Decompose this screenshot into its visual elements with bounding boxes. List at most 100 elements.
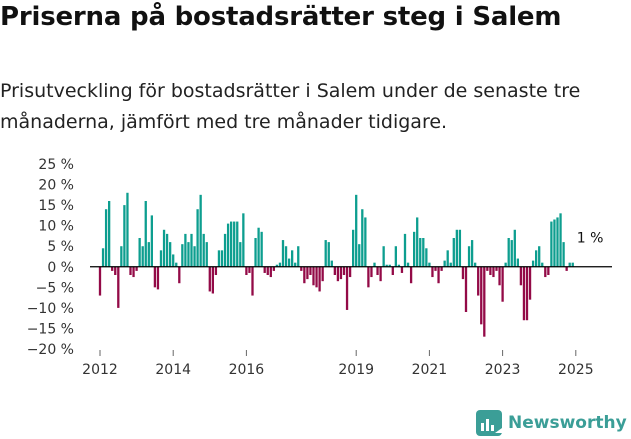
bar bbox=[111, 266, 114, 271]
bar bbox=[449, 262, 452, 267]
bar bbox=[117, 266, 120, 308]
bar bbox=[306, 266, 309, 280]
bar bbox=[169, 242, 172, 267]
bar bbox=[504, 262, 507, 267]
annotation-label: 1 % bbox=[577, 231, 604, 247]
bar bbox=[315, 266, 318, 288]
y-tick-label: −15 % bbox=[27, 321, 74, 337]
bar bbox=[141, 246, 144, 267]
bar bbox=[367, 266, 370, 288]
bar bbox=[525, 266, 529, 321]
bar bbox=[556, 217, 559, 267]
bar bbox=[428, 262, 431, 267]
bar bbox=[553, 219, 556, 267]
bar bbox=[108, 201, 111, 267]
bar bbox=[431, 266, 434, 278]
bar bbox=[492, 266, 495, 278]
bar bbox=[205, 242, 208, 267]
bar bbox=[547, 266, 550, 275]
newsworthy-brand: Newsworthy bbox=[476, 408, 627, 438]
bar bbox=[370, 266, 373, 278]
bar bbox=[199, 194, 202, 267]
bar bbox=[348, 266, 352, 278]
bar bbox=[263, 266, 266, 273]
bar bbox=[175, 262, 178, 267]
bar bbox=[251, 266, 254, 296]
bar bbox=[425, 248, 428, 267]
bar bbox=[312, 266, 315, 286]
bar bbox=[245, 266, 248, 275]
bar bbox=[385, 264, 388, 267]
bar bbox=[336, 266, 340, 282]
y-tick-label: 5 % bbox=[47, 239, 74, 255]
chart-title: Priserna på bostadsrätter steg i Salem bbox=[0, 2, 562, 32]
bar bbox=[135, 266, 138, 271]
bar bbox=[162, 229, 166, 267]
y-tick-label: −5 % bbox=[36, 280, 74, 296]
bar bbox=[202, 233, 205, 267]
bar bbox=[467, 246, 471, 267]
bar bbox=[342, 266, 346, 275]
bar bbox=[437, 266, 440, 284]
bar bbox=[416, 217, 419, 267]
bar bbox=[535, 250, 538, 267]
bar bbox=[376, 266, 379, 275]
bar bbox=[406, 262, 410, 267]
bar bbox=[153, 266, 157, 288]
bar bbox=[260, 231, 263, 267]
bar bbox=[358, 244, 361, 267]
bar bbox=[519, 266, 523, 286]
bar bbox=[571, 262, 574, 267]
bar bbox=[483, 266, 486, 337]
bar bbox=[413, 231, 416, 267]
bar bbox=[281, 240, 285, 267]
bar bbox=[501, 266, 504, 302]
bar bbox=[269, 266, 272, 278]
bar bbox=[522, 266, 526, 321]
bar bbox=[355, 194, 358, 267]
bar bbox=[150, 215, 153, 267]
bar bbox=[190, 233, 193, 267]
bar bbox=[257, 227, 260, 267]
bar bbox=[352, 229, 355, 267]
bar bbox=[400, 266, 404, 273]
bar bbox=[495, 266, 498, 271]
bar bbox=[446, 250, 449, 267]
y-tick-label: −20 % bbox=[27, 342, 74, 358]
bar bbox=[126, 192, 129, 267]
y-tick-label: 20 % bbox=[38, 178, 74, 194]
bar bbox=[419, 238, 422, 267]
bar bbox=[178, 266, 181, 284]
bar bbox=[236, 221, 239, 267]
bar bbox=[528, 266, 532, 300]
x-tick-label: 2016 bbox=[229, 362, 265, 378]
bar bbox=[291, 250, 294, 267]
bar bbox=[230, 221, 233, 267]
bar bbox=[498, 266, 501, 286]
x-tick-label: 2012 bbox=[82, 362, 118, 378]
bar bbox=[339, 266, 343, 280]
bar bbox=[324, 240, 327, 267]
bar bbox=[382, 246, 385, 267]
bar bbox=[544, 266, 547, 278]
y-tick-label: 10 % bbox=[38, 219, 74, 235]
bar bbox=[300, 266, 303, 271]
bar-chart-logo-icon bbox=[476, 410, 502, 436]
bar bbox=[531, 260, 535, 267]
bar bbox=[507, 238, 510, 267]
brand-name: Newsworthy bbox=[508, 413, 627, 433]
bar bbox=[443, 260, 446, 267]
bar bbox=[248, 266, 251, 273]
bar bbox=[284, 246, 288, 267]
bar bbox=[193, 246, 196, 267]
bar bbox=[489, 266, 492, 275]
bar bbox=[513, 229, 516, 267]
bar bbox=[345, 266, 349, 310]
bar bbox=[266, 266, 269, 275]
bar bbox=[98, 266, 102, 296]
bar bbox=[321, 266, 324, 282]
bar bbox=[156, 266, 160, 290]
bar bbox=[104, 209, 108, 267]
bar bbox=[440, 266, 443, 271]
bar bbox=[541, 262, 544, 267]
